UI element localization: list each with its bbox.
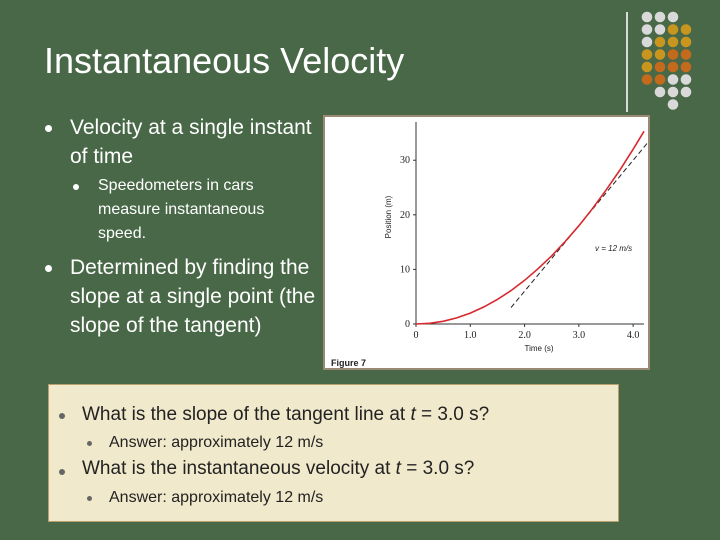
question-2-prefix: What is the instantaneous velocity at xyxy=(82,458,396,479)
decorative-dot xyxy=(667,49,679,60)
position-curve xyxy=(415,130,645,325)
sub-bullet-speedometers: Speedometers in cars measure instantaneo… xyxy=(98,177,265,242)
answer-1: Answer: approximately 12 m/s xyxy=(109,434,324,451)
decorative-dot-grid xyxy=(641,11,692,110)
sub-bullet-marker xyxy=(73,184,79,190)
decorative-dot xyxy=(641,36,653,48)
decorative-dot xyxy=(654,61,666,73)
decorative-dot xyxy=(654,49,666,60)
bullet-marker xyxy=(45,125,52,132)
tangent-line-dashed xyxy=(510,133,656,308)
bullet-velocity-instant: Velocity at a single instant of time xyxy=(70,116,312,168)
y-tick-label: 10 xyxy=(400,264,410,275)
question-2-suffix: = 3.0 s? xyxy=(400,458,475,479)
question-2: What is the instantaneous velocity at t … xyxy=(82,457,474,481)
decorative-dot xyxy=(641,11,653,23)
decorative-dot xyxy=(680,24,692,35)
question-marker xyxy=(59,469,65,475)
question-1-prefix: What is the slope of the tangent line at xyxy=(82,404,411,425)
slide-title: Instantaneous Velocity xyxy=(44,40,405,81)
decorative-dot xyxy=(667,24,679,35)
decorative-dot xyxy=(667,99,679,110)
velocity-annotation: v = 12 m/s xyxy=(595,244,632,253)
x-tick-label: 2.0 xyxy=(518,330,531,341)
decorative-dot xyxy=(680,49,692,60)
decorative-dot xyxy=(680,86,692,98)
bullet-slope-tangent: Determined by finding the slope at a sin… xyxy=(70,256,316,337)
position-time-chart: 0 1.0 2.0 3.0 4.0 0 10 20 30 Position (m) Time (… xyxy=(331,122,656,368)
decorative-dot xyxy=(667,36,679,48)
answer-2: Answer: approximately 12 m/s xyxy=(109,489,324,506)
question-marker xyxy=(59,413,65,419)
decorative-dot xyxy=(667,74,679,85)
x-tick-label: 3.0 xyxy=(573,330,586,341)
y-tick-label: 30 xyxy=(400,155,410,166)
decorative-dot xyxy=(654,86,666,98)
decorative-dot xyxy=(667,11,679,23)
decorative-dot xyxy=(641,49,653,60)
decorative-dot xyxy=(680,74,692,85)
decorative-dot xyxy=(641,24,653,35)
question-2-variable: t xyxy=(395,458,401,479)
decorative-dot xyxy=(654,36,666,48)
y-tick-label: 0 xyxy=(405,319,410,330)
question-1-variable: t xyxy=(410,404,416,425)
decorative-dot xyxy=(667,86,679,98)
decorative-dot xyxy=(641,61,653,73)
decorative-dot xyxy=(654,74,666,85)
question-box: What is the slope of the tangent line at… xyxy=(48,384,619,522)
bullet-marker xyxy=(45,265,52,272)
decorative-dot xyxy=(680,36,692,48)
decorative-dot xyxy=(680,61,692,73)
answer-marker xyxy=(87,496,92,501)
position-time-figure: 0 1.0 2.0 3.0 4.0 0 10 20 30 Position (m) Time (… xyxy=(323,115,656,370)
figure-caption: Figure 7 xyxy=(331,358,366,368)
question-1: What is the slope of the tangent line at… xyxy=(82,403,489,427)
y-axis-label: Position (m) xyxy=(384,195,393,238)
decorative-dot xyxy=(641,74,653,85)
decorative-dot xyxy=(654,11,666,23)
question-1-suffix: = 3.0 s? xyxy=(415,404,490,425)
x-tick-label: 0 xyxy=(414,330,419,341)
decorative-dot xyxy=(667,61,679,73)
x-axis-label: Time (s) xyxy=(524,344,553,353)
y-tick-label: 20 xyxy=(400,210,410,221)
x-tick-label: 1.0 xyxy=(464,330,477,341)
x-tick-label: 4.0 xyxy=(627,330,640,341)
decorative-divider xyxy=(626,12,628,112)
answer-marker xyxy=(87,441,92,446)
decorative-dot xyxy=(654,24,666,35)
